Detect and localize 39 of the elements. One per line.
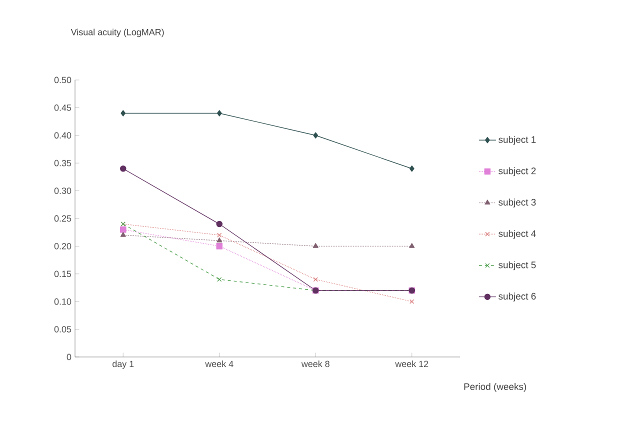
y-tick-label: 0.40: [54, 132, 72, 139]
x-tick-label: week 4: [205, 360, 234, 368]
point: [216, 238, 222, 242]
point: [216, 110, 222, 116]
point: [216, 243, 223, 250]
y-tick-label: 0.50: [54, 76, 72, 84]
legend-label: subject 4: [498, 230, 536, 239]
y-tick-label: 0.10: [54, 298, 72, 305]
legend-label: subject 1: [498, 136, 536, 145]
point: [312, 243, 318, 248]
point: [217, 277, 222, 282]
legend-label: subject 5: [498, 261, 536, 270]
point: [409, 165, 414, 172]
y-tick-label: 0: [66, 354, 72, 360]
x-tick-label: day 1: [112, 360, 134, 369]
point: [313, 277, 318, 282]
point: [410, 299, 414, 304]
point: [120, 110, 126, 116]
point: [217, 232, 222, 238]
point: [216, 220, 223, 228]
point: [313, 132, 318, 139]
legend-label: subject 2: [498, 167, 536, 176]
y-axis-title: Visual acuity (LogMAR): [70, 28, 164, 38]
y-tick-label: 0.35: [54, 160, 72, 166]
x-tick-label: week 12: [395, 360, 428, 368]
point: [120, 232, 126, 237]
y-tick-label: 0.15: [54, 270, 72, 278]
point: [409, 243, 415, 248]
y-tick-label: 0.25: [54, 215, 72, 222]
y-tick-label: 0.05: [54, 326, 72, 332]
x-tick-label: week 8: [301, 360, 330, 368]
y-tick-label: 0.30: [54, 188, 72, 194]
legend-label: subject 6: [498, 292, 536, 302]
point: [120, 165, 126, 172]
y-tick-label: 0.20: [54, 243, 72, 250]
legend-label: subject 3: [498, 198, 536, 208]
point: [120, 226, 126, 233]
y-tick-label: 0.45: [54, 104, 72, 111]
x-axis-title: Period (weeks): [464, 383, 526, 392]
